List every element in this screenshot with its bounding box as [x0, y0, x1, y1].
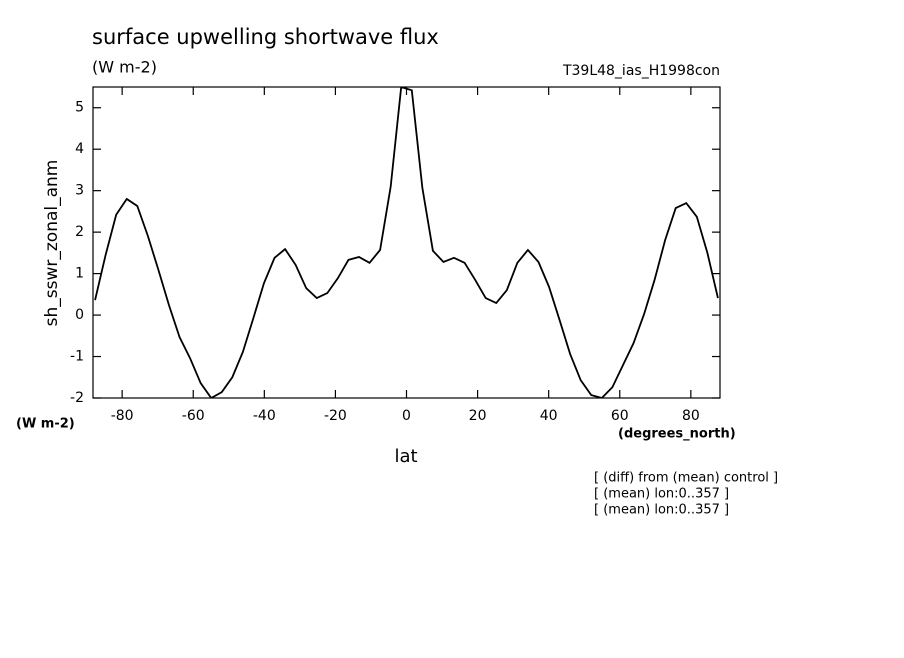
chart-title: surface upwelling shortwave flux	[92, 25, 439, 49]
x-tick-label: 40	[540, 408, 558, 424]
experiment-label: T39L48_ias_H1998con	[562, 63, 720, 79]
x-tick-label: 20	[469, 408, 487, 424]
x-units: (degrees_north)	[618, 427, 736, 442]
x-tick-label: 80	[682, 408, 700, 424]
note: [ (diff) from (mean) control ]	[594, 471, 778, 486]
y-tick-label: 0	[75, 307, 84, 323]
data-line	[94, 87, 719, 398]
x-tick-label: 0	[402, 408, 411, 424]
y-tick-label: 5	[75, 100, 84, 116]
x-axis-label: lat	[394, 446, 417, 467]
y-tick-label: 1	[75, 266, 84, 282]
x-tick-label: -60	[182, 408, 205, 424]
x-tick-label: -80	[111, 408, 134, 424]
chart-subtitle: (W m-2)	[92, 58, 157, 77]
y-units: (W m-2)	[16, 417, 75, 432]
x-tick-label: -40	[253, 408, 276, 424]
y-tick-label: 4	[75, 141, 84, 157]
note: [ (mean) lon:0..357 ]	[594, 503, 729, 518]
note: [ (mean) lon:0..357 ]	[594, 487, 729, 502]
y-tick-label: -1	[70, 349, 84, 365]
x-tick-label: -20	[324, 408, 347, 424]
x-tick-label: 60	[611, 408, 629, 424]
y-tick-label: -2	[70, 390, 84, 406]
y-tick-label: 3	[75, 183, 84, 199]
y-tick-label: 2	[75, 224, 84, 240]
y-axis-label: sh_sswr_zonal_anm	[42, 160, 62, 327]
